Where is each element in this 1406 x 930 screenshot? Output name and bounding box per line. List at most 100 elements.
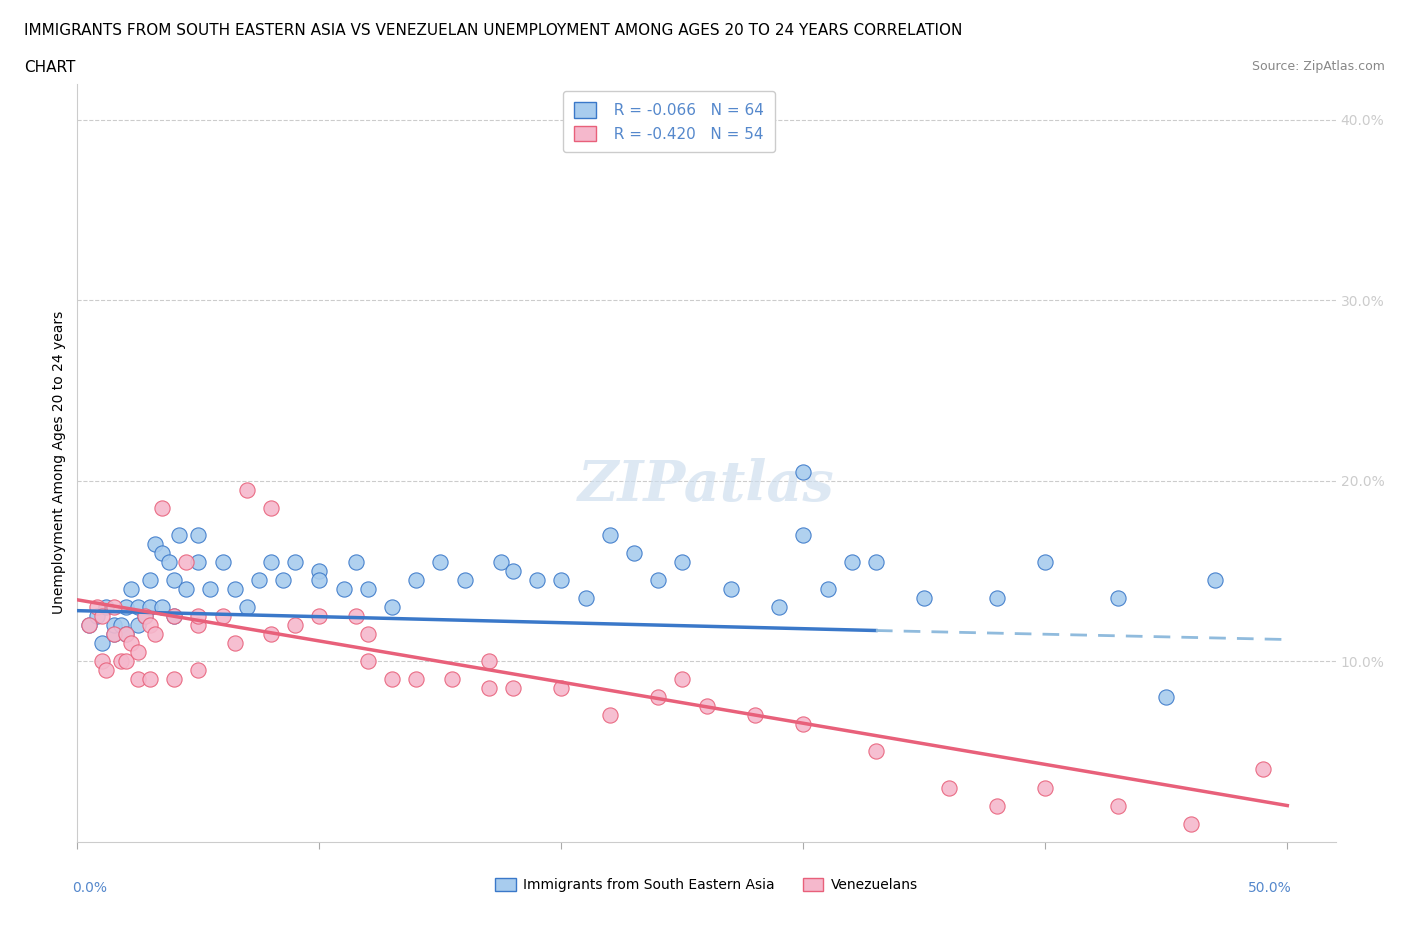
Point	[143, 537, 166, 551]
Point	[163, 608, 186, 623]
Point	[127, 600, 149, 615]
Point	[139, 600, 162, 615]
Point	[284, 618, 307, 632]
Point	[357, 654, 380, 669]
Legend: Immigrants from South Eastern Asia, Venezuelans: Immigrants from South Eastern Asia, Vene…	[488, 871, 925, 899]
Point	[502, 681, 524, 696]
Point	[1156, 690, 1178, 705]
Point	[114, 654, 136, 669]
Point	[623, 546, 645, 561]
Point	[187, 608, 209, 623]
Point	[502, 564, 524, 578]
Point	[224, 636, 246, 651]
Point	[163, 671, 186, 686]
Point	[284, 554, 307, 569]
Point	[163, 608, 186, 623]
Point	[187, 527, 209, 542]
Point	[381, 671, 404, 686]
Point	[96, 600, 118, 615]
Point	[1180, 817, 1202, 831]
Point	[817, 581, 839, 596]
Point	[574, 591, 596, 605]
Point	[344, 608, 367, 623]
Text: CHART: CHART	[24, 60, 76, 75]
Point	[90, 608, 112, 623]
Point	[308, 608, 330, 623]
Point	[150, 600, 173, 615]
Point	[86, 600, 108, 615]
Point	[671, 554, 693, 569]
Point	[865, 744, 887, 759]
Point	[912, 591, 935, 605]
Point	[1033, 554, 1056, 569]
Point	[79, 618, 101, 632]
Point	[768, 600, 790, 615]
Point	[744, 708, 766, 723]
Point	[103, 627, 125, 642]
Point	[599, 527, 621, 542]
Text: 0.0%: 0.0%	[73, 882, 107, 896]
Point	[865, 554, 887, 569]
Point	[110, 618, 132, 632]
Point	[453, 573, 475, 588]
Point	[441, 671, 464, 686]
Point	[344, 554, 367, 569]
Point	[120, 636, 142, 651]
Point	[550, 573, 572, 588]
Point	[429, 554, 451, 569]
Point	[247, 573, 270, 588]
Point	[986, 798, 1008, 813]
Point	[235, 600, 257, 615]
Point	[1033, 780, 1056, 795]
Point	[211, 608, 233, 623]
Point	[103, 627, 125, 642]
Point	[235, 483, 257, 498]
Point	[103, 600, 125, 615]
Text: 50.0%: 50.0%	[1249, 882, 1292, 896]
Text: ZIPatlas: ZIPatlas	[578, 458, 835, 513]
Point	[1204, 573, 1226, 588]
Point	[114, 600, 136, 615]
Point	[599, 708, 621, 723]
Y-axis label: Unemployment Among Ages 20 to 24 years: Unemployment Among Ages 20 to 24 years	[52, 311, 66, 615]
Point	[357, 581, 380, 596]
Point	[381, 600, 404, 615]
Point	[211, 554, 233, 569]
Point	[86, 608, 108, 623]
Point	[139, 573, 162, 588]
Point	[478, 681, 501, 696]
Point	[200, 581, 222, 596]
Point	[174, 581, 197, 596]
Point	[405, 671, 427, 686]
Point	[90, 654, 112, 669]
Point	[986, 591, 1008, 605]
Point	[90, 636, 112, 651]
Point	[96, 663, 118, 678]
Point	[489, 554, 512, 569]
Point	[157, 554, 180, 569]
Point	[308, 564, 330, 578]
Point	[647, 573, 669, 588]
Point	[167, 527, 190, 542]
Point	[143, 627, 166, 642]
Point	[110, 654, 132, 669]
Text: IMMIGRANTS FROM SOUTH EASTERN ASIA VS VENEZUELAN UNEMPLOYMENT AMONG AGES 20 TO 2: IMMIGRANTS FROM SOUTH EASTERN ASIA VS VE…	[24, 23, 962, 38]
Point	[127, 644, 149, 659]
Point	[720, 581, 742, 596]
Point	[1107, 591, 1129, 605]
Point	[792, 464, 814, 479]
Point	[405, 573, 427, 588]
Point	[671, 671, 693, 686]
Point	[260, 627, 283, 642]
Point	[332, 581, 354, 596]
Point	[120, 581, 142, 596]
Point	[271, 573, 294, 588]
Point	[114, 627, 136, 642]
Point	[550, 681, 572, 696]
Point	[187, 618, 209, 632]
Point	[134, 608, 156, 623]
Point	[174, 554, 197, 569]
Point	[478, 654, 501, 669]
Point	[150, 546, 173, 561]
Point	[139, 618, 162, 632]
